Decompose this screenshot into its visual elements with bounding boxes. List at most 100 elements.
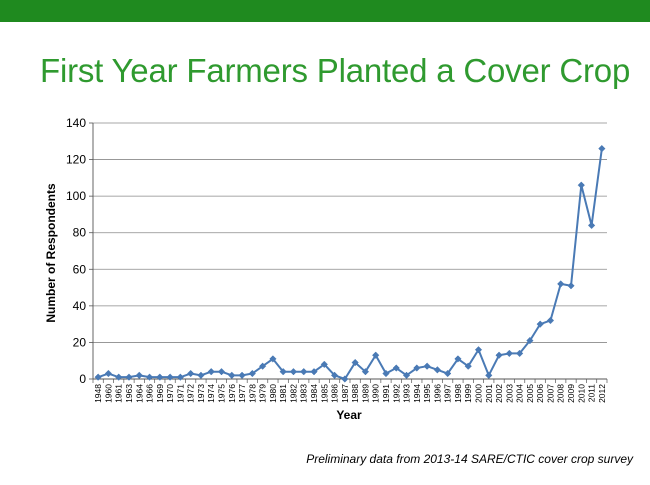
x-tick-label: 1961 [114, 384, 124, 403]
x-tick-label: 1976 [227, 384, 237, 403]
data-point [258, 362, 267, 370]
data-point [536, 320, 544, 328]
x-tick-label: 1960 [103, 384, 113, 403]
x-tick-label: 1988 [350, 384, 360, 403]
data-point [289, 368, 298, 376]
top-accent-bar [0, 0, 650, 22]
x-tick-label: 1990 [371, 384, 381, 403]
x-tick-label: 1978 [247, 384, 257, 403]
data-point [166, 373, 174, 381]
x-tick-label: 2010 [576, 384, 586, 403]
data-point [392, 364, 400, 372]
y-tick-label: 120 [66, 153, 86, 167]
x-tick-label: 1973 [196, 384, 206, 403]
data-point [351, 358, 359, 367]
data-point [546, 316, 555, 325]
data-point [474, 346, 483, 354]
data-point [577, 181, 585, 189]
data-point [279, 368, 287, 376]
data-point [330, 371, 339, 379]
x-tick-label: 2012 [597, 384, 607, 403]
x-tick-label: 2011 [587, 384, 597, 403]
y-tick-label: 40 [73, 299, 87, 313]
data-point [485, 371, 493, 379]
x-tick-label: 1995 [422, 384, 432, 403]
x-tick-label: 1972 [186, 384, 196, 403]
x-tick-label: 1971 [175, 384, 185, 403]
x-tick-label: 1975 [217, 384, 227, 403]
x-tick-label: 1979 [258, 384, 268, 403]
x-tick-label: 2000 [474, 384, 484, 403]
data-point [207, 368, 215, 376]
x-tick-label: 1985 [319, 384, 329, 403]
x-tick-label: 2003 [504, 384, 514, 403]
data-point [587, 221, 596, 230]
x-tick-label: 1996 [432, 384, 442, 403]
data-point [413, 364, 421, 372]
y-tick-label: 20 [73, 335, 87, 349]
data-point [402, 371, 411, 379]
x-tick-label: 1994 [412, 384, 422, 403]
x-tick-label: 2001 [484, 384, 494, 403]
data-point [320, 360, 328, 369]
x-tick-label: 2007 [545, 384, 555, 403]
x-tick-label: 1970 [165, 384, 175, 403]
y-tick-label: 60 [73, 262, 87, 276]
data-point [495, 351, 503, 359]
data-point [115, 373, 123, 381]
data-point [135, 371, 143, 379]
data-point [228, 371, 236, 379]
chart-axes [89, 122, 608, 383]
x-tick-label: 1982 [288, 384, 298, 403]
x-tick-label: 2005 [525, 384, 535, 403]
x-tick-label: 1989 [360, 384, 370, 403]
x-tick-label: 2006 [535, 384, 545, 403]
data-point [444, 369, 452, 378]
data-point [382, 369, 390, 378]
data-point [125, 373, 133, 381]
x-tick-label: 2002 [494, 384, 504, 403]
x-tick-label: 1948 [93, 384, 103, 403]
data-point [341, 375, 349, 383]
x-tick-label: 2004 [515, 384, 525, 403]
y-axis-label: Number of Respondents [44, 183, 58, 323]
x-axis-ticks: 1948 1960 1961 1963 1964 1966 1969 1970 1971 1972… [93, 384, 607, 403]
data-point [197, 371, 205, 379]
y-tick-label: 100 [66, 189, 86, 203]
x-tick-label: 1991 [381, 384, 391, 403]
x-tick-label: 1998 [453, 384, 463, 403]
x-tick-label: 1987 [340, 384, 350, 403]
data-point [361, 368, 370, 376]
data-point [567, 282, 575, 290]
x-tick-label: 1981 [278, 384, 288, 403]
y-tick-label: 0 [79, 372, 86, 386]
y-tick-label: 140 [66, 116, 86, 130]
x-tick-label: 1966 [145, 384, 155, 403]
x-tick-label: 1983 [299, 384, 309, 403]
x-tick-label: 1969 [155, 384, 165, 403]
data-point [145, 373, 154, 381]
data-point [598, 144, 606, 153]
x-axis-label: Year [336, 408, 362, 422]
x-tick-label: 1980 [268, 384, 278, 403]
x-tick-label: 1963 [124, 384, 134, 403]
x-tick-label: 1977 [237, 384, 247, 403]
data-point [310, 368, 318, 376]
x-tick-label: 1993 [402, 384, 412, 403]
data-point [464, 362, 472, 370]
x-tick-label: 1986 [330, 384, 340, 403]
data-point [433, 366, 442, 374]
x-tick-label: 2009 [566, 384, 576, 403]
data-point [526, 336, 534, 345]
data-point [187, 369, 195, 378]
x-tick-label: 1999 [463, 384, 473, 403]
data-point [515, 349, 524, 358]
data-point [454, 355, 462, 363]
x-tick-label: 1974 [206, 384, 216, 403]
data-point [372, 351, 380, 359]
data-point [557, 280, 565, 288]
y-tick-label: 80 [73, 226, 87, 240]
data-point [505, 349, 513, 358]
data-point [238, 371, 246, 379]
